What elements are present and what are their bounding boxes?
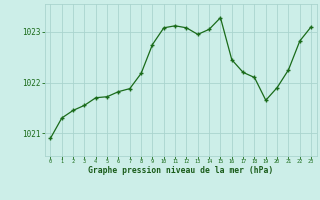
X-axis label: Graphe pression niveau de la mer (hPa): Graphe pression niveau de la mer (hPa) [88, 166, 273, 175]
